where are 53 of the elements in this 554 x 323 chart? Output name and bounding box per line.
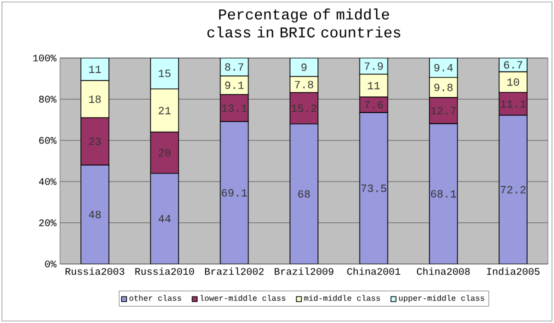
bar — [498, 114, 528, 264]
data-label: 23 — [89, 138, 101, 146]
data-label: 44 — [158, 215, 171, 222]
data-label: 7.8 — [294, 80, 314, 88]
data-label: 9 — [301, 64, 307, 71]
data-label: 21 — [158, 106, 171, 114]
bar — [359, 112, 388, 264]
x-tick-label: Brazil2009 — [274, 268, 334, 275]
y-tick-label: 100% — [33, 54, 56, 62]
data-label: 6.7 — [504, 61, 522, 69]
data-label: 11 — [89, 66, 101, 73]
y-tick-label: 60% — [39, 136, 56, 144]
data-label: 11 — [368, 82, 380, 90]
bar — [80, 164, 110, 264]
data-label: 9.1 — [225, 82, 244, 90]
data-label: 15 — [158, 70, 170, 78]
y-tick-label: 80% — [39, 96, 56, 103]
data-label: 9.8 — [434, 84, 453, 92]
x-tick-label: China2001 — [347, 268, 400, 275]
data-label: 18 — [89, 95, 101, 103]
x-tick-label: India2005 — [487, 268, 540, 275]
x-tick-label: Russia2003 — [66, 268, 124, 275]
data-label: 73.5 — [361, 184, 386, 192]
data-label: 11.1 — [500, 100, 526, 108]
bar — [220, 121, 249, 264]
data-label: 15.2 — [292, 104, 316, 112]
bar — [290, 124, 318, 264]
data-label: 7.6 — [364, 101, 383, 108]
legend-label: upper-middle class — [399, 294, 484, 302]
data-label: 13.1 — [222, 104, 247, 112]
x-tick-label: Brazil2002 — [205, 268, 264, 275]
legend-label: other class — [129, 294, 182, 301]
x-tick-label: China2008 — [416, 268, 470, 275]
data-label: 10 — [507, 78, 520, 86]
legend-label: lower-middle class — [200, 294, 286, 301]
data-label: 68.1 — [431, 190, 456, 198]
data-label: 48 — [88, 210, 101, 218]
y-tick-label: 40% — [38, 178, 56, 185]
y-tick-label: 0% — [45, 260, 56, 268]
legend-label: mid-middle class — [304, 294, 380, 301]
data-label: 20 — [158, 149, 171, 156]
data-label: 12.7 — [431, 106, 456, 114]
bar — [429, 123, 458, 264]
data-label: 8.7 — [225, 63, 244, 71]
chart-title: Percentage of middle class in BRIC countries — [207, 8, 400, 38]
data-label: 7.9 — [364, 62, 383, 70]
y-tick-label: 20% — [39, 219, 56, 226]
x-tick-label: Russia2010 — [135, 268, 194, 275]
data-label: 68 — [298, 190, 310, 198]
data-label: 9.4 — [434, 64, 453, 72]
data-label: 72.2 — [500, 186, 526, 194]
data-label: 69.1 — [222, 189, 247, 197]
bar — [150, 172, 179, 264]
